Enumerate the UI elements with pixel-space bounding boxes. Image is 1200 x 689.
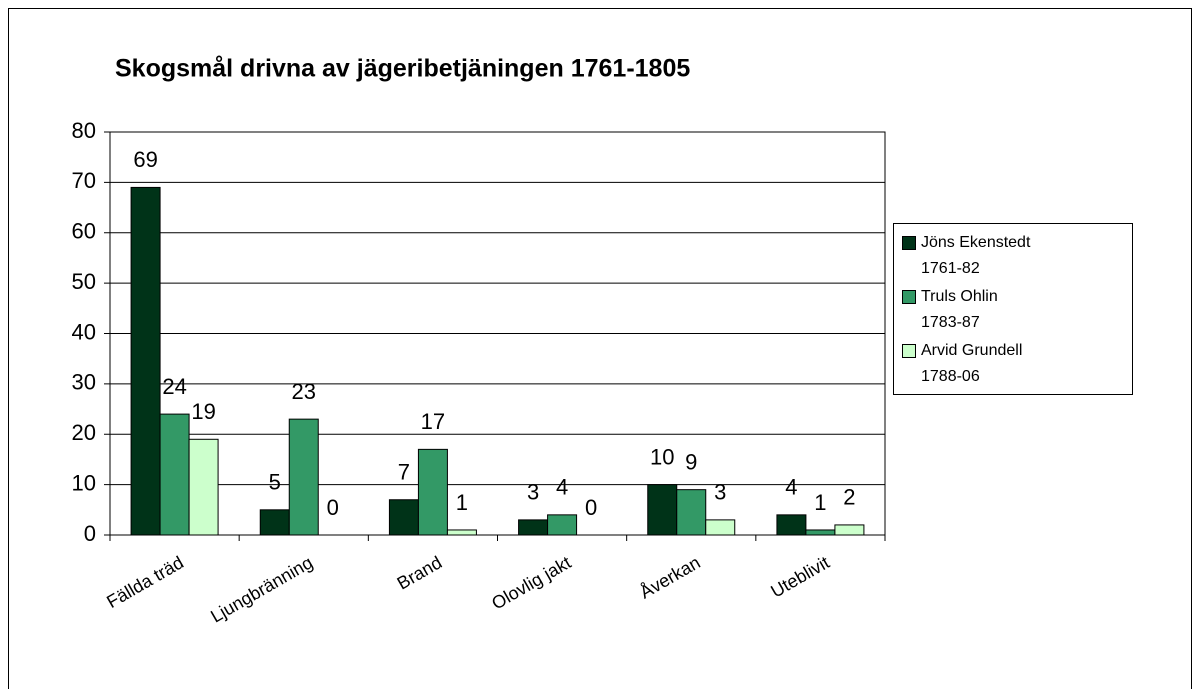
frame [8, 8, 1192, 689]
value-label: 0 [327, 495, 339, 520]
value-label: 4 [785, 475, 797, 500]
x-tick-label: Olovlig jakt [488, 552, 574, 613]
bar [647, 484, 678, 536]
bar [388, 499, 419, 536]
y-tick-label: 70 [72, 168, 96, 193]
value-label: 19 [191, 399, 215, 424]
y-tick-label: 50 [72, 269, 96, 294]
bar [547, 514, 578, 536]
value-label: 9 [685, 449, 697, 474]
bar [805, 529, 836, 536]
bar [130, 186, 161, 536]
value-label: 3 [714, 480, 726, 505]
chart-title: Skogsmål drivna av jägeribetjäningen 176… [115, 55, 690, 83]
legend-swatch [902, 290, 916, 304]
bar [288, 418, 319, 536]
y-tick-label: 60 [72, 219, 96, 244]
legend-swatch [902, 344, 916, 358]
bar [417, 448, 448, 536]
bar [776, 514, 807, 536]
bar [259, 509, 290, 536]
legend-label: Truls Ohlin 1783-87 [921, 288, 998, 331]
legend-entry: Arvid Grundell 1788-06 [902, 338, 1124, 390]
x-tick-label: Åverkan [636, 552, 703, 602]
y-tick-label: 10 [72, 470, 96, 495]
value-label: 2 [843, 485, 855, 510]
value-label: 7 [398, 460, 410, 485]
value-label: 3 [527, 480, 539, 505]
bar [159, 413, 190, 536]
y-tick-label: 20 [72, 420, 96, 445]
x-tick-label: Fällda träd [103, 552, 187, 612]
value-label: 0 [585, 495, 597, 520]
legend-label: Arvid Grundell 1788-06 [921, 342, 1023, 385]
x-tick-label: Uteblivit [767, 552, 832, 601]
y-tick-label: 30 [72, 370, 96, 395]
legend-entry: Jöns Ekenstedt 1761-82 [902, 230, 1124, 282]
legend-entry: Truls Ohlin 1783-87 [902, 284, 1124, 336]
bar [834, 524, 865, 536]
value-label: 1 [814, 490, 826, 515]
legend-label: Jöns Ekenstedt 1761-82 [921, 234, 1031, 277]
bar [446, 529, 477, 536]
value-label: 24 [162, 374, 186, 399]
x-tick-label: Brand [394, 552, 446, 593]
value-label: 4 [556, 475, 568, 500]
value-label: 5 [269, 470, 281, 495]
value-label: 10 [650, 444, 674, 469]
legend: Jöns Ekenstedt 1761-82 Truls Ohlin 1783-8… [893, 223, 1133, 395]
bar [676, 489, 707, 536]
value-label: 23 [292, 379, 316, 404]
y-tick-label: 80 [72, 118, 96, 143]
legend-swatch [902, 236, 916, 250]
value-label: 1 [456, 490, 468, 515]
value-label: 69 [133, 147, 157, 172]
bar [518, 519, 549, 536]
bar [188, 438, 219, 536]
x-tick-label: Ljungbränning [207, 552, 316, 626]
y-tick-label: 40 [72, 319, 96, 344]
y-tick-label: 0 [84, 521, 96, 546]
bar [705, 519, 736, 536]
value-label: 17 [421, 409, 445, 434]
